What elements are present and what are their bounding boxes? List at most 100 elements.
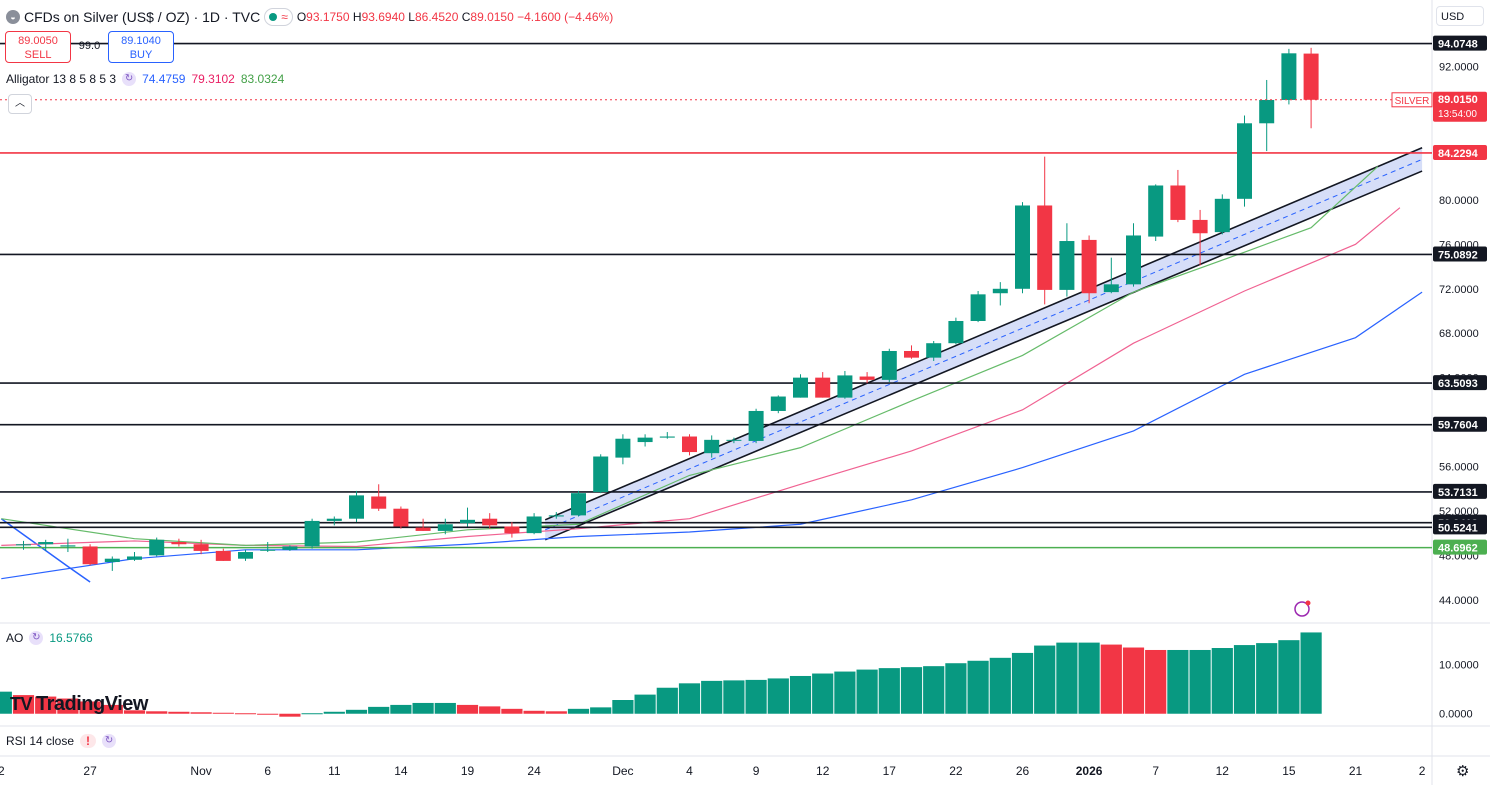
y-tick-label: 44.0000 [1439, 595, 1479, 607]
candle-body [1059, 241, 1075, 290]
candle-body [926, 343, 942, 358]
ao-bar [878, 668, 900, 714]
candle-body [748, 410, 764, 441]
candle-body [260, 549, 276, 551]
last-price-label: 89.0150 [1438, 94, 1478, 106]
x-tick-label: 12 [1216, 764, 1230, 778]
candle-body [38, 542, 54, 545]
ao-bar [79, 701, 101, 714]
level-badge [1433, 519, 1487, 535]
candle-body [304, 520, 320, 547]
candle-body [171, 542, 187, 545]
candle-body [837, 375, 853, 398]
ao-bar [545, 711, 567, 714]
gear-icon[interactable]: ⚙ [1456, 763, 1470, 780]
ao-bar [789, 675, 812, 714]
ao-bar [767, 678, 789, 714]
rsi-cycle-icon[interactable]: ↻ [102, 734, 117, 748]
x-tick-label: 26 [1016, 764, 1030, 778]
candle-body [371, 496, 387, 509]
ao-bar [1189, 649, 1211, 714]
ao-bar [590, 707, 612, 714]
x-tick-label: Dec [612, 764, 633, 778]
candle-body [770, 396, 786, 411]
x-tick-label: 17 [883, 764, 897, 778]
level-badge-label: 53.7131 [1438, 487, 1478, 499]
market-open-dot-icon [269, 13, 278, 21]
buy-label: BUY [129, 49, 153, 61]
ao-bar [1056, 642, 1078, 714]
trend-channel-fill [545, 147, 1423, 540]
candle-body [393, 508, 409, 527]
ao-label: AO [6, 631, 24, 645]
sell-button[interactable]: 89.0050 SELL [5, 31, 71, 63]
chevron-up-icon: ︿ [15, 98, 25, 109]
wave-icon: ≈ [281, 10, 288, 24]
ao-bar [856, 669, 878, 714]
candle-body [104, 558, 120, 563]
candle-body [1148, 185, 1164, 237]
level-badge-label: 48.6962 [1438, 543, 1478, 555]
market-status-pill[interactable]: ≈ [264, 8, 293, 26]
ao-bar [1122, 647, 1145, 714]
candle-body [415, 527, 431, 531]
ao-bar [1211, 648, 1233, 714]
tradingview-mark-icon: TV [10, 694, 33, 714]
ohlc-values: O93.1750 H93.6940 L86.4520 C89.0150 −4.1… [296, 10, 614, 24]
ao-bar [1233, 645, 1256, 714]
ao-bar [123, 710, 146, 714]
symbol-title[interactable]: CFDs on Silver (US$ / OZ) · 1D · TVC [24, 9, 261, 25]
collapse-legend-button[interactable]: ︿ [8, 94, 32, 114]
ao-bar [101, 704, 123, 714]
currency-select[interactable]: USD [1436, 6, 1484, 26]
ao-bar [390, 704, 412, 714]
candle-body [1281, 53, 1297, 100]
x-tick-label: 7 [1152, 764, 1159, 778]
ao-legend[interactable]: AO ↻ 16.5766 [6, 631, 93, 645]
level-badge [1433, 246, 1487, 262]
candle-body [16, 544, 31, 546]
x-tick-label: 27 [83, 764, 97, 778]
ao-bar [923, 666, 945, 714]
x-tick-label: 21 [1349, 764, 1363, 778]
candle-body [593, 456, 609, 493]
candle-body [904, 350, 919, 358]
y-tick-label: 72.0000 [1439, 284, 1479, 296]
candle-body [881, 350, 897, 380]
change-value: −4.1600 (−4.46%) [517, 10, 614, 24]
buy-button[interactable]: 89.1040 BUY [108, 31, 174, 63]
level-badge [1433, 416, 1487, 432]
ao-bar [434, 702, 456, 714]
warning-icon[interactable]: ! [80, 734, 97, 748]
ao-bar [279, 713, 301, 717]
candle-body [859, 376, 875, 380]
candle-body [970, 294, 986, 321]
ao-cycle-icon[interactable]: ↻ [29, 631, 44, 645]
ao-bar [301, 713, 323, 715]
ao-bar [989, 657, 1011, 714]
alligator-legend[interactable]: Alligator 13 8 5 8 5 3 ↻ 74.4759 79.3102… [6, 72, 284, 86]
candle-body [60, 545, 76, 547]
candle-body [215, 550, 231, 561]
ao-bar [900, 667, 923, 714]
candle-body [504, 526, 520, 534]
x-tick-label: 11 [328, 764, 341, 778]
buy-price: 89.1040 [121, 35, 161, 47]
ao-bar [834, 671, 856, 714]
candle-body [726, 439, 742, 441]
ao-bar [368, 706, 390, 714]
candle-body [82, 546, 98, 565]
cycle-icon[interactable]: ↻ [122, 72, 137, 86]
symbol-tag-label: SILVER [1395, 96, 1430, 107]
rsi-legend[interactable]: RSI 14 close ! ↻ [6, 734, 117, 748]
alligator-lips-line [1, 166, 1379, 546]
candle-body [682, 436, 697, 453]
ao-bar [745, 679, 767, 714]
candle-body [1081, 239, 1097, 294]
candle-body [437, 524, 453, 531]
candle-body [1015, 205, 1030, 289]
ao-bar [634, 694, 656, 714]
lightning-icon-dot [1305, 600, 1311, 606]
candle-body [526, 516, 542, 534]
